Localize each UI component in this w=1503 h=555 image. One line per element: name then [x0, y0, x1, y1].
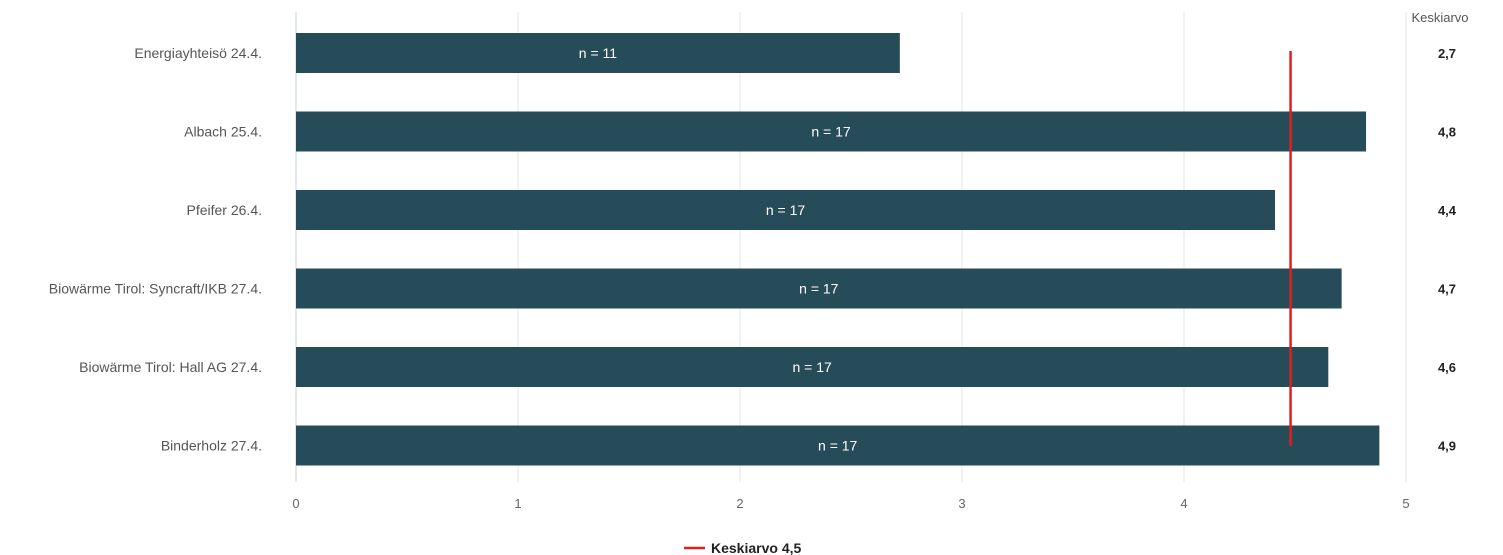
bar-n-label-2: n = 17	[811, 124, 851, 140]
bar-n-label-1: n = 11	[579, 45, 617, 61]
bar-2	[296, 111, 1367, 152]
x-tick-label-2: 2	[736, 496, 743, 511]
mean-value-5: 4,6	[1438, 360, 1456, 375]
mean-column-header: Keskiarvo	[1411, 10, 1468, 25]
bar-4	[296, 268, 1342, 309]
mean-value-3: 4,4	[1438, 203, 1457, 218]
bar-1	[296, 33, 900, 73]
bar-n-label-5: n = 17	[792, 359, 832, 375]
category-label-2: Albach 25.4.	[184, 124, 262, 140]
bar-n-label-6: n = 17	[818, 438, 858, 454]
x-tick-label-4: 4	[1180, 496, 1187, 511]
x-tick-label-3: 3	[958, 496, 965, 511]
mean-value-1: 2,7	[1438, 46, 1456, 61]
x-tick-label-1: 1	[514, 496, 521, 511]
mean-value-2: 4,8	[1438, 125, 1456, 140]
bar-n-label-3: n = 17	[766, 202, 806, 218]
legend-label: Keskiarvo 4,5	[711, 540, 801, 555]
bar-5	[296, 347, 1329, 387]
category-label-1: Energiayhteisö 24.4.	[134, 45, 262, 61]
bar-n-label-4: n = 17	[799, 281, 839, 297]
category-label-3: Pfeifer 26.4.	[187, 202, 263, 218]
bar-6	[296, 425, 1380, 466]
category-label-4: Biowärme Tirol: Syncraft/IKB 27.4.	[49, 281, 262, 297]
category-label-6: Binderholz 27.4.	[161, 438, 262, 454]
category-label-5: Biowärme Tirol: Hall AG 27.4.	[79, 359, 262, 375]
mean-value-4: 4,7	[1438, 282, 1456, 297]
bar-3	[296, 190, 1276, 230]
x-tick-label-0: 0	[292, 496, 299, 511]
x-tick-label-5: 5	[1402, 496, 1409, 511]
mean-value-6: 4,9	[1438, 439, 1456, 454]
